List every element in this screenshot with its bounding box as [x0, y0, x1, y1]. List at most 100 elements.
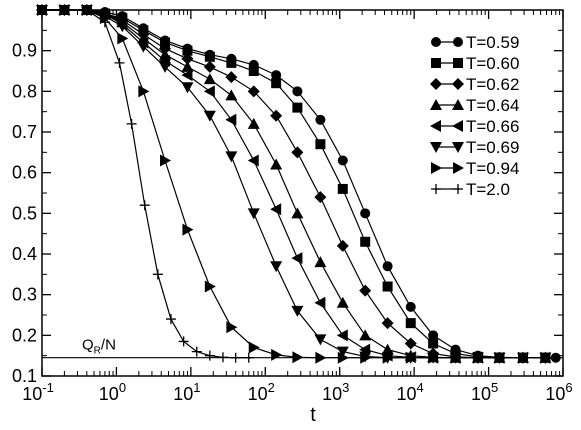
triangle-down-marker [225, 151, 238, 163]
square-marker [315, 139, 326, 150]
circle-marker [271, 70, 282, 81]
diamond-marker [181, 52, 194, 65]
square-marker [226, 57, 237, 68]
plus-marker [165, 314, 176, 325]
x-tick-base: 10 [173, 384, 193, 404]
diamond-marker [270, 109, 283, 122]
triangle-right-marker [431, 162, 442, 174]
diamond-marker [203, 60, 216, 73]
y-tick-label: 0.6 [12, 163, 37, 183]
square-marker [337, 183, 348, 194]
x-tick-base: 10 [545, 384, 565, 404]
triangle-right-marker [337, 351, 349, 364]
legend-label: T=0.59 [466, 33, 519, 52]
x-tick-label: 106 [545, 380, 572, 404]
square-marker [360, 236, 371, 247]
y-tick-label: 0.4 [12, 244, 37, 264]
legend-item: T=2.0 [431, 180, 510, 199]
y-tick-label: 0.8 [12, 81, 37, 101]
triangle-down-marker [137, 41, 150, 53]
legend: T=0.59 T=0.60 T=0.62 T=0.64 T=0.66 T=0.69 T=0.… [430, 33, 519, 199]
x-tick-label: 101 [173, 380, 200, 404]
x-tick-exponent: 5 [491, 380, 498, 395]
plus-marker [139, 200, 150, 211]
triangle-left-marker [314, 296, 326, 309]
x-tick-label: 105 [471, 380, 498, 404]
triangle-right-marker [271, 348, 283, 361]
triangle-up-marker [452, 99, 464, 110]
y-tick-label: 0.7 [12, 122, 37, 142]
triangle-up-marker [181, 60, 194, 72]
x-tick-label: 102 [248, 380, 275, 404]
triangle-down-marker [116, 21, 129, 33]
triangle-left-marker [336, 329, 348, 342]
reference-label: QR/N [82, 337, 116, 357]
reference-label-sub: R [94, 346, 101, 357]
plus-marker [178, 336, 189, 347]
triangle-right-marker [472, 351, 484, 364]
triangle-down-marker [203, 110, 216, 122]
triangle-up-marker [430, 99, 442, 110]
x-tick-exponent: -1 [42, 380, 54, 395]
plus-marker [230, 352, 241, 363]
legend-label: T=0.69 [466, 138, 519, 157]
square-marker [405, 318, 416, 329]
x-tick-exponent: 6 [565, 380, 572, 395]
triangle-left-marker [291, 252, 303, 265]
triangle-up-marker [270, 158, 283, 170]
diamond-marker [404, 337, 417, 350]
triangle-left-marker [203, 85, 215, 98]
triangle-up-marker [291, 207, 304, 219]
plus-marker [99, 17, 110, 28]
triangle-down-marker [247, 208, 260, 220]
axes-layer: 10-1 100 101 102 103 104 105 1060.10.20.30.40.5… [12, 10, 573, 404]
triangle-right-marker [517, 351, 529, 364]
circle-marker [431, 37, 441, 47]
legend-label: T=0.66 [466, 117, 519, 136]
triangle-right-marker [540, 351, 552, 364]
plus-marker [204, 350, 215, 361]
triangle-up-marker [225, 89, 238, 101]
legend-label: T=2.0 [466, 180, 510, 199]
diamond-marker [381, 317, 394, 330]
y-tick-label: 0.1 [12, 366, 37, 386]
triangle-up-marker [359, 329, 372, 341]
reference-label-rest: /N [101, 337, 116, 354]
square-marker [182, 45, 193, 56]
reference-label-main: Q [82, 337, 94, 354]
legend-label: T=0.60 [466, 54, 519, 73]
x-tick-label: 100 [99, 380, 126, 404]
diamond-marker [452, 78, 464, 90]
circle-marker [453, 37, 463, 47]
triangle-left-marker [452, 120, 463, 132]
triangle-right-marker [382, 351, 394, 364]
x-tick-base: 10 [397, 384, 417, 404]
plus-marker [453, 184, 463, 194]
triangle-right-marker [248, 341, 260, 354]
legend-item: T=0.64 [430, 96, 519, 115]
square-marker [453, 58, 463, 68]
x-tick-base: 10 [248, 384, 268, 404]
triangle-down-marker [270, 261, 283, 273]
legend-item: T=0.66 [430, 117, 519, 136]
triangle-down-marker [159, 61, 172, 73]
triangle-right-marker [453, 162, 464, 174]
square-marker [160, 37, 171, 48]
y-tick-label: 0.3 [12, 285, 37, 305]
x-axis-label: t [310, 404, 316, 426]
circle-marker [405, 301, 416, 312]
triangle-right-marker [204, 280, 216, 293]
legend-item: T=0.59 [431, 33, 519, 52]
legend-label: T=0.94 [466, 159, 519, 178]
diamond-marker [314, 191, 327, 204]
legend-label: T=0.64 [466, 96, 519, 115]
y-tick-label: 0.2 [12, 325, 37, 345]
x-tick-base: 10 [99, 384, 119, 404]
legend-label: T=0.62 [466, 75, 519, 94]
diamond-marker [430, 78, 442, 90]
triangle-right-marker [315, 351, 327, 364]
plus-marker [243, 352, 254, 363]
triangle-left-marker [247, 154, 259, 167]
triangle-up-marker [247, 117, 260, 129]
